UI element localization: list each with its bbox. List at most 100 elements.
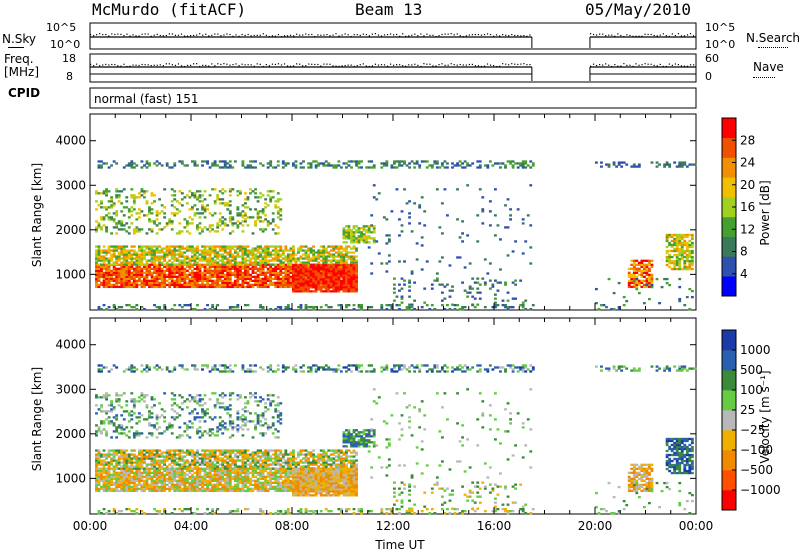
- power-cell: [393, 291, 396, 294]
- power-cell: [685, 255, 689, 259]
- freq-point: [229, 64, 231, 66]
- power-cell: [302, 261, 305, 264]
- power-cell: [107, 271, 111, 274]
- freq-point: [305, 65, 307, 67]
- power-cell: [213, 247, 217, 250]
- power-cell: [274, 269, 278, 272]
- power-cell: [281, 253, 285, 256]
- velocity-cell: [236, 479, 240, 483]
- power-cell: [271, 245, 275, 248]
- velocity-cell: [228, 489, 232, 493]
- velocity-cell: [95, 475, 98, 478]
- power-cell: [683, 267, 687, 271]
- velocity-cell: [198, 471, 202, 474]
- power-cell: [206, 303, 209, 307]
- nsky-point: [632, 35, 634, 37]
- power-cell: [347, 272, 351, 275]
- velocity-cell: [244, 473, 247, 476]
- power-cell: [683, 243, 687, 247]
- velocity-cell: [196, 475, 199, 478]
- velocity-cell: [175, 483, 179, 487]
- power-cell: [137, 269, 141, 272]
- power-cell: [408, 166, 411, 169]
- power-cell: [155, 271, 159, 274]
- power-cell: [158, 261, 161, 264]
- velocity-cell: [125, 487, 129, 491]
- power-cell: [317, 264, 321, 267]
- velocity-cell: [150, 489, 154, 493]
- velocity-cell: [132, 481, 136, 485]
- nsky-point: [620, 34, 622, 37]
- power-cell: [120, 247, 124, 250]
- power-cell: [648, 261, 651, 264]
- power-cell: [314, 282, 318, 285]
- nsky-point: [683, 35, 686, 37]
- velocity-cell: [100, 485, 103, 489]
- power-cell: [360, 235, 363, 238]
- velocity-cell: [213, 473, 217, 476]
- power-cell: [398, 162, 401, 165]
- power-cell: [198, 249, 202, 252]
- power-cell: [117, 285, 121, 289]
- velocity-cell: [180, 477, 184, 480]
- power-cell: [102, 162, 106, 165]
- velocity-cell: [213, 479, 217, 483]
- velocity-cell: [130, 467, 134, 470]
- nsky-point: [405, 35, 407, 37]
- velocity-cell: [120, 481, 124, 485]
- power-cell: [259, 265, 262, 268]
- power-cell: [339, 280, 343, 283]
- power-cell: [251, 160, 255, 163]
- power-cell: [150, 194, 154, 197]
- power-cell: [334, 288, 338, 291]
- power-cell: [663, 277, 666, 281]
- velocity-cell: [125, 475, 129, 478]
- power-cell: [188, 249, 192, 252]
- power-cell: [342, 241, 346, 244]
- power-cell: [284, 164, 288, 167]
- power-cell: [367, 305, 371, 309]
- power-cell: [236, 283, 240, 287]
- power-cell: [259, 259, 262, 262]
- velocity-cell: [185, 481, 189, 485]
- power-cell: [178, 275, 182, 279]
- nsky-point: [329, 35, 331, 37]
- power-cell: [413, 299, 417, 302]
- velocity-cell: [125, 485, 129, 489]
- power-cell: [95, 277, 98, 281]
- velocity-cell: [105, 481, 108, 485]
- power-cell: [145, 261, 149, 264]
- power-cell: [312, 266, 316, 269]
- power-cell: [350, 284, 353, 287]
- power-cell: [150, 255, 154, 258]
- freq-point: [502, 63, 504, 65]
- velocity-cell: [175, 481, 179, 485]
- power-cell: [302, 166, 305, 169]
- velocity-cell: [145, 481, 149, 485]
- power-cell: [276, 305, 280, 309]
- power-cell: [271, 273, 275, 276]
- power-cell: [279, 271, 283, 274]
- power-cell: [228, 166, 232, 169]
- power-cell: [339, 286, 343, 289]
- power-cell: [140, 160, 144, 163]
- power-cell: [259, 216, 262, 219]
- power-cell: [173, 198, 177, 201]
- power-cell: [135, 212, 139, 215]
- velocity-cell: [102, 471, 106, 474]
- power-cell: [236, 277, 240, 281]
- power-cell: [312, 278, 316, 281]
- power-cell: [650, 273, 654, 276]
- power-cell: [342, 229, 346, 232]
- power-cell: [355, 268, 358, 271]
- freq-point: [238, 65, 240, 67]
- power-cell: [185, 247, 189, 250]
- power-cell: [443, 307, 447, 311]
- power-cell: [117, 253, 121, 256]
- power-cell: [332, 253, 336, 256]
- power-cell: [223, 275, 227, 279]
- power-cell: [122, 267, 126, 270]
- power-cell: [385, 164, 389, 167]
- velocity-cell: [107, 479, 111, 483]
- power-cell: [324, 247, 328, 250]
